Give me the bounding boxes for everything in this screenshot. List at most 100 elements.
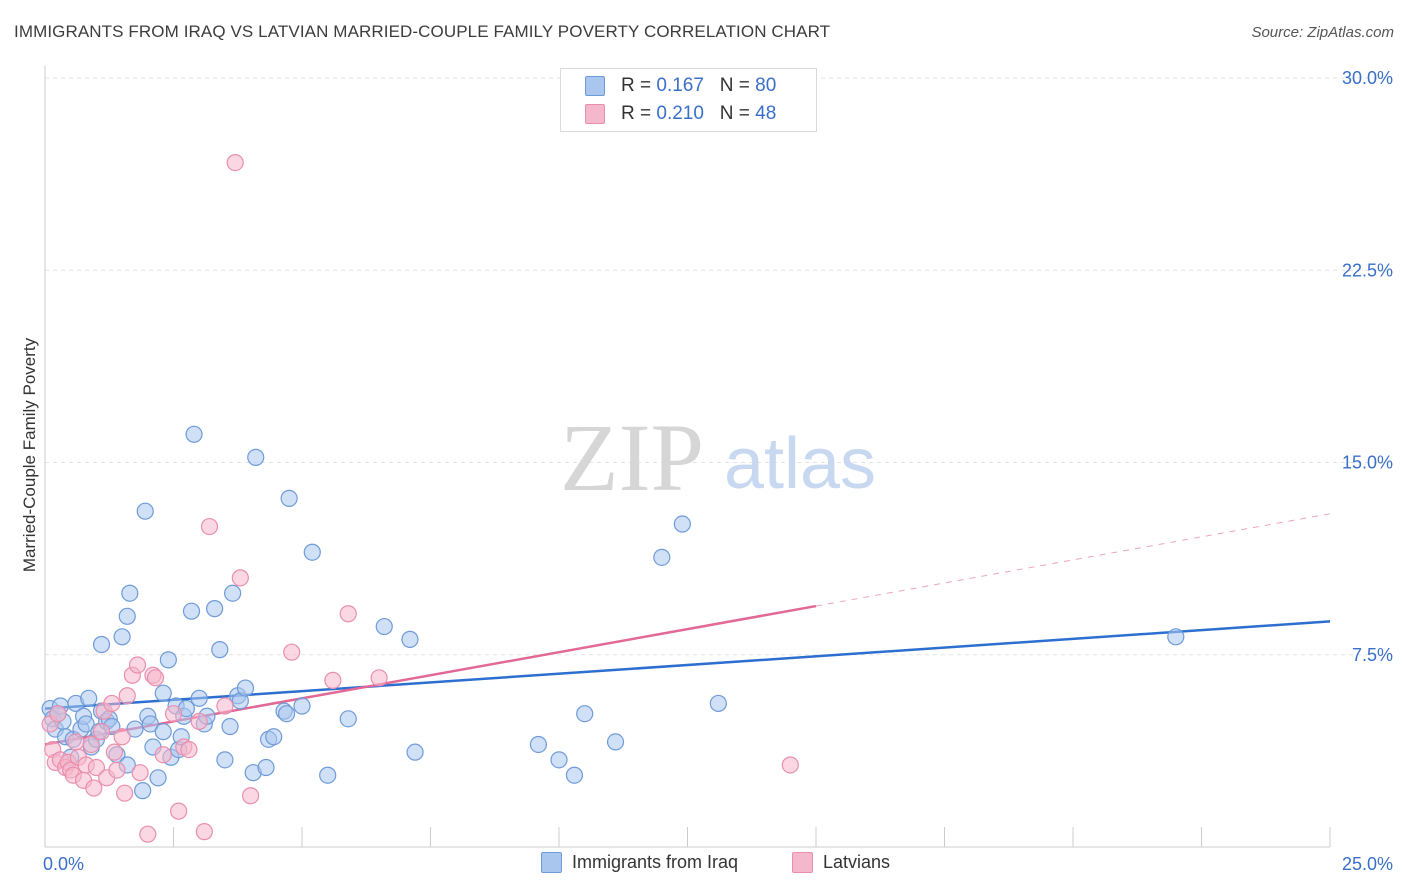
point-latvians [154,746,172,764]
point-latvians [131,764,149,782]
tick-labels: 7.5% 15.0% 22.5% 30.0% 0.0% 25.0% [43,68,1393,874]
point-iraq [401,630,419,648]
point-iraq [277,705,296,723]
legend-swatch-pink [792,852,813,873]
point-latvians [128,656,147,674]
point-latvians [108,761,126,779]
point-iraq [141,715,159,733]
point-latvians [339,605,357,623]
point-iraq [265,728,283,746]
point-iraq [375,617,393,636]
point-iraq [113,628,131,646]
legend-n-label: N = [719,75,756,96]
trend-lines [44,513,1331,746]
point-latvians [146,669,165,687]
point-latvians [103,694,121,713]
legend-n-label: N = [719,103,756,124]
point-latvians [87,758,106,777]
legend-label-iraq: Immigrants from Iraq [572,852,739,872]
chart-title: IMMIGRANTS FROM IRAQ VS LATVIAN MARRIED-… [14,22,831,41]
point-latvians [283,643,301,661]
point-iraq [653,548,671,566]
x-tick-label: 25.0% [1342,854,1393,874]
legend-r-label: R = [621,75,657,96]
point-iraq [216,751,234,769]
trend-line-latvians-extension [815,513,1331,607]
point-latvians [190,712,208,730]
point-latvians [242,787,260,805]
point-latvians [170,802,188,820]
point-latvians [200,517,219,536]
point-iraq [1167,628,1185,646]
y-tick-label: 15.0% [1342,453,1393,473]
legend-row-iraq: R = 0.167 N = 80 [585,75,777,97]
point-iraq [303,543,321,561]
watermark: ZIP atlas [560,404,876,511]
point-latvians [216,697,234,715]
legend-swatch-pink [585,104,605,124]
point-iraq [136,502,154,520]
point-iraq [149,769,167,787]
legend-swatch-blue [585,76,605,96]
y-axis-label: Married-Couple Family Poverty [20,337,39,573]
point-iraq [224,584,242,602]
y-tick-label: 30.0% [1342,68,1393,88]
point-latvians [85,779,103,797]
point-iraq [126,720,144,738]
bottom-legend-latvians: Latvians [792,852,890,873]
y-tick-label: 22.5% [1342,260,1393,280]
point-iraq [565,766,584,784]
trend-line-iraq [44,620,1331,710]
point-iraq [406,743,424,761]
point-iraq [159,651,177,669]
point-iraq [293,697,311,715]
point-latvians [324,671,342,689]
stats-legend: R = 0.167 N = 80 R = 0.210 N = 48 [560,68,817,132]
legend-r-label: R = [621,103,657,124]
point-latvians [195,823,213,841]
axes [44,66,1331,848]
x-tick-label: 0.0% [43,854,84,874]
watermark-zip: ZIP [560,404,704,511]
point-latvians [82,735,100,754]
legend-r-value: 0.210 [656,103,704,124]
bottom-legend-iraq: Immigrants from Iraq [541,852,738,873]
watermark-atlas: atlas [724,424,876,504]
point-iraq [154,684,172,702]
y-tick-label: 7.5% [1352,645,1393,665]
legend-label-latvians: Latvians [823,852,891,872]
point-iraq [190,689,208,707]
point-iraq [154,723,172,741]
legend-row-latvians: R = 0.210 N = 48 [585,103,777,125]
point-iraq [182,602,201,620]
point-iraq [529,735,548,754]
point-latvians [113,728,131,746]
point-iraq [236,679,255,697]
legend-n-value: 48 [755,103,777,124]
point-iraq [709,694,727,713]
point-iraq [247,448,265,466]
point-latvians [781,756,799,774]
point-iraq [221,717,239,736]
point-latvians [49,705,67,723]
point-iraq [576,705,594,723]
point-latvians [180,740,198,759]
point-iraq [606,733,625,751]
point-latvians [67,733,85,751]
point-iraq [134,782,152,800]
point-iraq [339,710,357,728]
point-iraq [185,425,203,443]
point-iraq [257,758,275,777]
point-iraq [121,584,139,602]
legend-n-value: 80 [755,75,777,96]
point-iraq [77,715,95,733]
point-iraq [673,515,691,533]
point-latvians [226,153,244,172]
point-iraq [80,689,98,707]
point-iraq [92,635,111,654]
legend-swatch-blue [541,852,562,873]
point-latvians [92,723,111,741]
point-iraq [206,600,224,618]
point-iraq [211,641,229,659]
